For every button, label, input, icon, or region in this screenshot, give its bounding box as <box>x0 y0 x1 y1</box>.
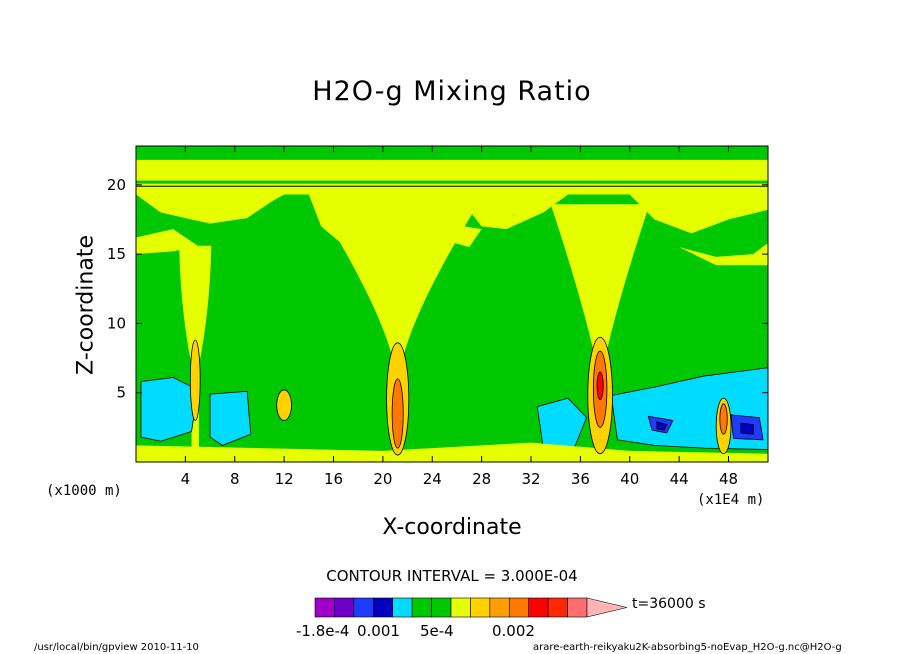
colorbar-label-1: 0.001 <box>357 622 400 640</box>
x-tick-label-0: 4 <box>181 470 191 488</box>
colorbar-cell-12 <box>547 597 568 618</box>
moist-patch-0 <box>136 194 285 224</box>
moist-core-8 <box>276 389 292 421</box>
y-axis-label: Z-coordinate <box>73 235 99 375</box>
upper-moist-layer <box>136 159 768 195</box>
colorbar-cell-13 <box>567 597 588 618</box>
moist-core-4 <box>596 371 604 401</box>
x-tick-label-11: 48 <box>719 470 738 488</box>
colorbar-cell-5 <box>411 597 432 618</box>
dry-pool-2 <box>536 397 588 449</box>
dry-pool-0 <box>140 377 199 442</box>
top-green-band <box>136 146 768 158</box>
colorbar-cell-1 <box>334 597 355 618</box>
x-tick-label-4: 20 <box>373 470 392 488</box>
dry-pool-1 <box>209 390 252 446</box>
moist-core-7 <box>189 339 201 421</box>
colorbar-cell-6 <box>431 597 452 618</box>
colorbar-cell-11 <box>528 597 549 618</box>
y-tick-label-0: 5 <box>116 384 126 402</box>
footer-file: arare-earth-reikyaku2K-absorbing5-noEvap… <box>533 642 842 653</box>
convective-plume-0 <box>311 194 485 457</box>
moist-core-1 <box>391 378 404 449</box>
x-tick-label-2: 12 <box>275 470 294 488</box>
colorbar-cell-8 <box>470 597 491 618</box>
colorbar-label-3: 0.002 <box>492 622 535 640</box>
colorbar-cell-9 <box>489 597 510 618</box>
time-label: t=36000 s <box>632 596 706 612</box>
layer-20km-band <box>136 180 768 184</box>
dry-pool-6 <box>740 422 754 435</box>
colorbar-label-0: -1.8e-4 <box>296 622 350 640</box>
x-tick-label-9: 40 <box>620 470 639 488</box>
plot-frame <box>135 145 769 463</box>
x-tick-label-7: 32 <box>521 470 540 488</box>
x-tick-label-1: 8 <box>230 470 240 488</box>
surface-moist-layer <box>136 442 768 462</box>
y-tick-label-3: 20 <box>107 176 126 194</box>
colorbar-cell-2 <box>353 597 374 618</box>
moist-patch-6 <box>679 243 768 266</box>
colorbar-cell-0 <box>314 597 335 618</box>
footer-source: /usr/local/bin/gpview 2010-11-10 <box>34 642 199 653</box>
colorbar-cell-3 <box>372 597 394 618</box>
x-axis-unit-left: (x1000 m) <box>46 483 122 499</box>
colorbar-cell-10 <box>508 597 530 618</box>
moist-core-6 <box>719 403 728 435</box>
x-tick-label-5: 24 <box>423 470 442 488</box>
chart-title: H2O-g Mixing Ratio <box>312 76 592 107</box>
x-tick-label-6: 28 <box>472 470 491 488</box>
dry-pool-7 <box>656 421 668 431</box>
moist-patch-2 <box>456 194 569 230</box>
contour-interval-text: CONTOUR INTERVAL = 3.000E-04 <box>326 567 578 585</box>
colorbar-cell-4 <box>392 597 413 618</box>
x-tick-label-8: 36 <box>571 470 590 488</box>
colorbar-cell-7 <box>450 597 471 618</box>
x-axis-unit-right: (x1E4 m) <box>697 492 765 508</box>
convective-plume-1 <box>550 204 650 457</box>
colorbar-arrow <box>586 597 628 618</box>
y-tick-label-2: 15 <box>107 245 126 263</box>
x-tick-label-10: 44 <box>670 470 689 488</box>
y-tick-label-1: 10 <box>107 314 126 332</box>
moist-patch-3 <box>629 194 768 234</box>
x-tick-label-3: 16 <box>324 470 343 488</box>
x-axis-label: X-coordinate <box>382 515 522 540</box>
colorbar-label-2: 5e-4 <box>420 622 454 640</box>
